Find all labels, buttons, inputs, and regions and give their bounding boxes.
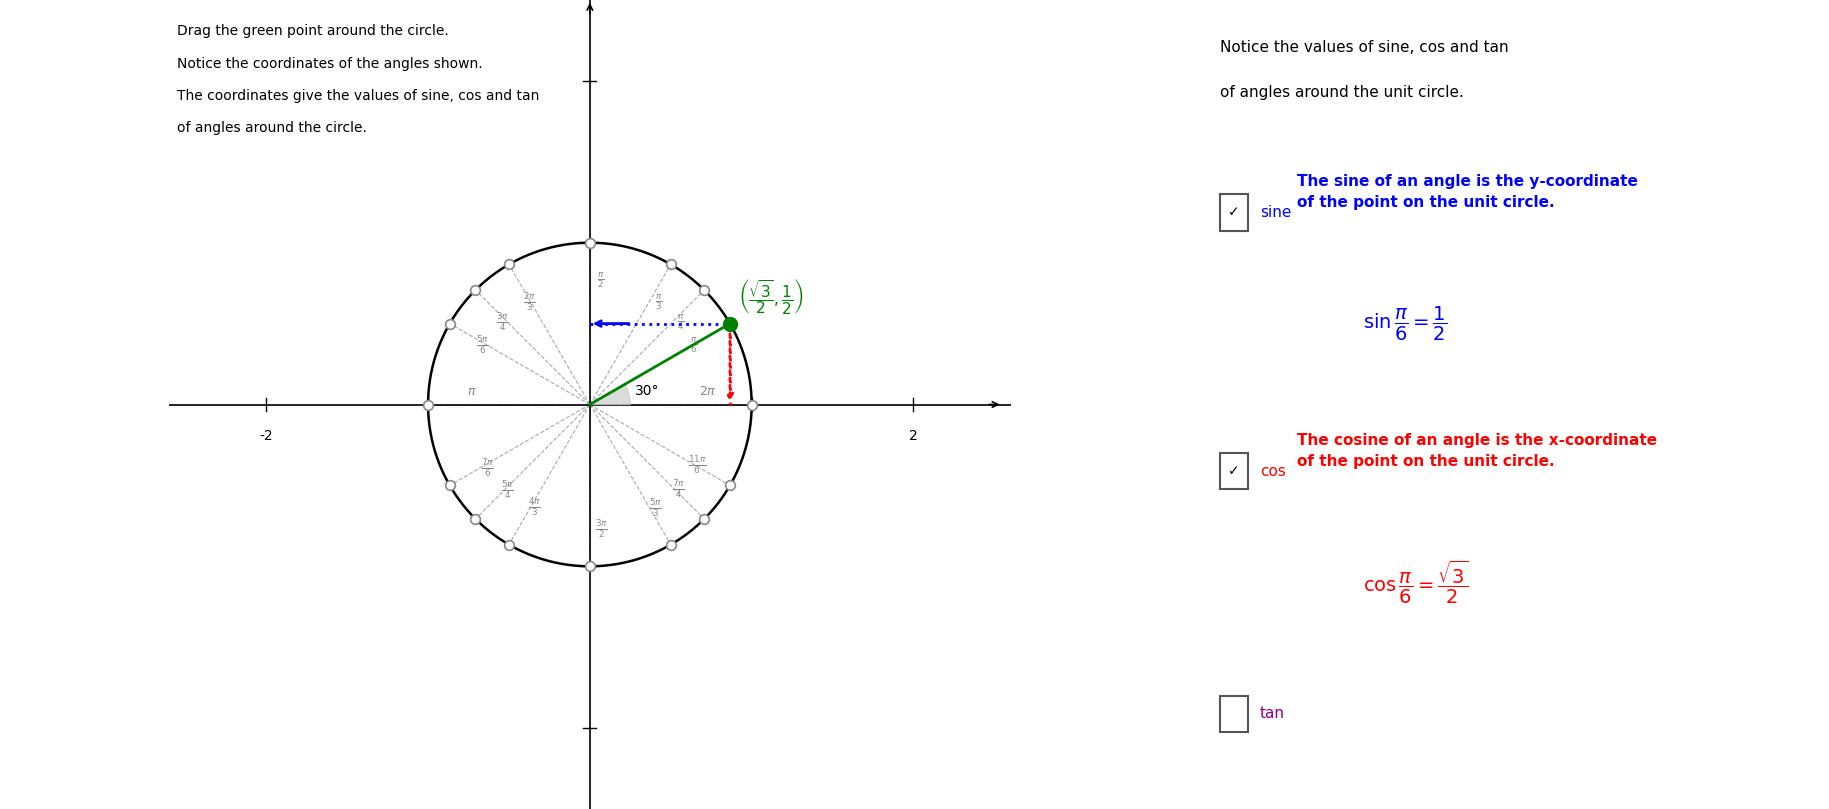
Text: $\frac{7\pi}{4}$: $\frac{7\pi}{4}$ bbox=[673, 477, 686, 499]
Text: $2\pi$: $2\pi$ bbox=[699, 385, 717, 398]
Text: $\sin\dfrac{\pi}{6} = \dfrac{1}{2}$: $\sin\dfrac{\pi}{6} = \dfrac{1}{2}$ bbox=[1363, 304, 1447, 343]
Text: Notice the values of sine, cos and tan: Notice the values of sine, cos and tan bbox=[1220, 40, 1509, 56]
Text: $\cos\dfrac{\pi}{6} = \dfrac{\sqrt{3}}{2}$: $\cos\dfrac{\pi}{6} = \dfrac{\sqrt{3}}{2… bbox=[1363, 559, 1469, 606]
Text: ✓: ✓ bbox=[1227, 464, 1240, 478]
Text: The coordinates give the values of sine, cos and tan: The coordinates give the values of sine,… bbox=[177, 89, 540, 103]
Text: of angles around the unit circle.: of angles around the unit circle. bbox=[1220, 85, 1463, 100]
Text: $\frac{5\pi}{4}$: $\frac{5\pi}{4}$ bbox=[501, 479, 514, 501]
Text: $\frac{4\pi}{3}$: $\frac{4\pi}{3}$ bbox=[527, 496, 541, 518]
Text: $\frac{5\pi}{3}$: $\frac{5\pi}{3}$ bbox=[649, 498, 662, 519]
Text: tan: tan bbox=[1260, 706, 1286, 722]
Text: Drag the green point around the circle.: Drag the green point around the circle. bbox=[177, 24, 448, 38]
Text: $\pi$: $\pi$ bbox=[466, 385, 477, 398]
Text: Notice the coordinates of the angles shown.: Notice the coordinates of the angles sho… bbox=[177, 57, 483, 70]
Wedge shape bbox=[589, 384, 631, 404]
Text: $\frac{\pi}{3}$: $\frac{\pi}{3}$ bbox=[655, 292, 662, 311]
Text: $\frac{\pi}{6}$: $\frac{\pi}{6}$ bbox=[690, 336, 697, 355]
Text: $\frac{11\pi}{6}$: $\frac{11\pi}{6}$ bbox=[688, 454, 706, 477]
Text: -2: -2 bbox=[260, 429, 273, 443]
Text: $\frac{3\pi}{2}$: $\frac{3\pi}{2}$ bbox=[594, 518, 607, 540]
Text: $\frac{7\pi}{6}$: $\frac{7\pi}{6}$ bbox=[481, 457, 494, 480]
Text: $\frac{2\pi}{3}$: $\frac{2\pi}{3}$ bbox=[523, 291, 536, 313]
Text: ✓: ✓ bbox=[1227, 205, 1240, 219]
Text: $\frac{\pi}{4}$: $\frac{\pi}{4}$ bbox=[677, 312, 684, 332]
Text: cos: cos bbox=[1260, 464, 1286, 479]
Text: $\frac{5\pi}{6}$: $\frac{5\pi}{6}$ bbox=[476, 334, 488, 357]
FancyBboxPatch shape bbox=[1220, 453, 1247, 489]
FancyBboxPatch shape bbox=[1220, 194, 1247, 231]
Text: $\frac{\pi}{2}$: $\frac{\pi}{2}$ bbox=[598, 270, 605, 290]
Text: $\frac{3\pi}{4}$: $\frac{3\pi}{4}$ bbox=[496, 311, 508, 333]
Text: $\left(\dfrac{\sqrt{3}}{2}, \dfrac{1}{2}\right)$: $\left(\dfrac{\sqrt{3}}{2}, \dfrac{1}{2}… bbox=[739, 277, 803, 316]
Text: sine: sine bbox=[1260, 205, 1291, 220]
Text: 30°: 30° bbox=[635, 383, 660, 398]
Text: of angles around the circle.: of angles around the circle. bbox=[177, 121, 368, 135]
Text: 2: 2 bbox=[909, 429, 918, 443]
Text: The sine of an angle is the y-coordinate
of the point on the unit circle.: The sine of an angle is the y-coordinate… bbox=[1297, 174, 1639, 210]
FancyBboxPatch shape bbox=[1220, 696, 1247, 732]
Text: The cosine of an angle is the x-coordinate
of the point on the unit circle.: The cosine of an angle is the x-coordina… bbox=[1297, 433, 1657, 469]
